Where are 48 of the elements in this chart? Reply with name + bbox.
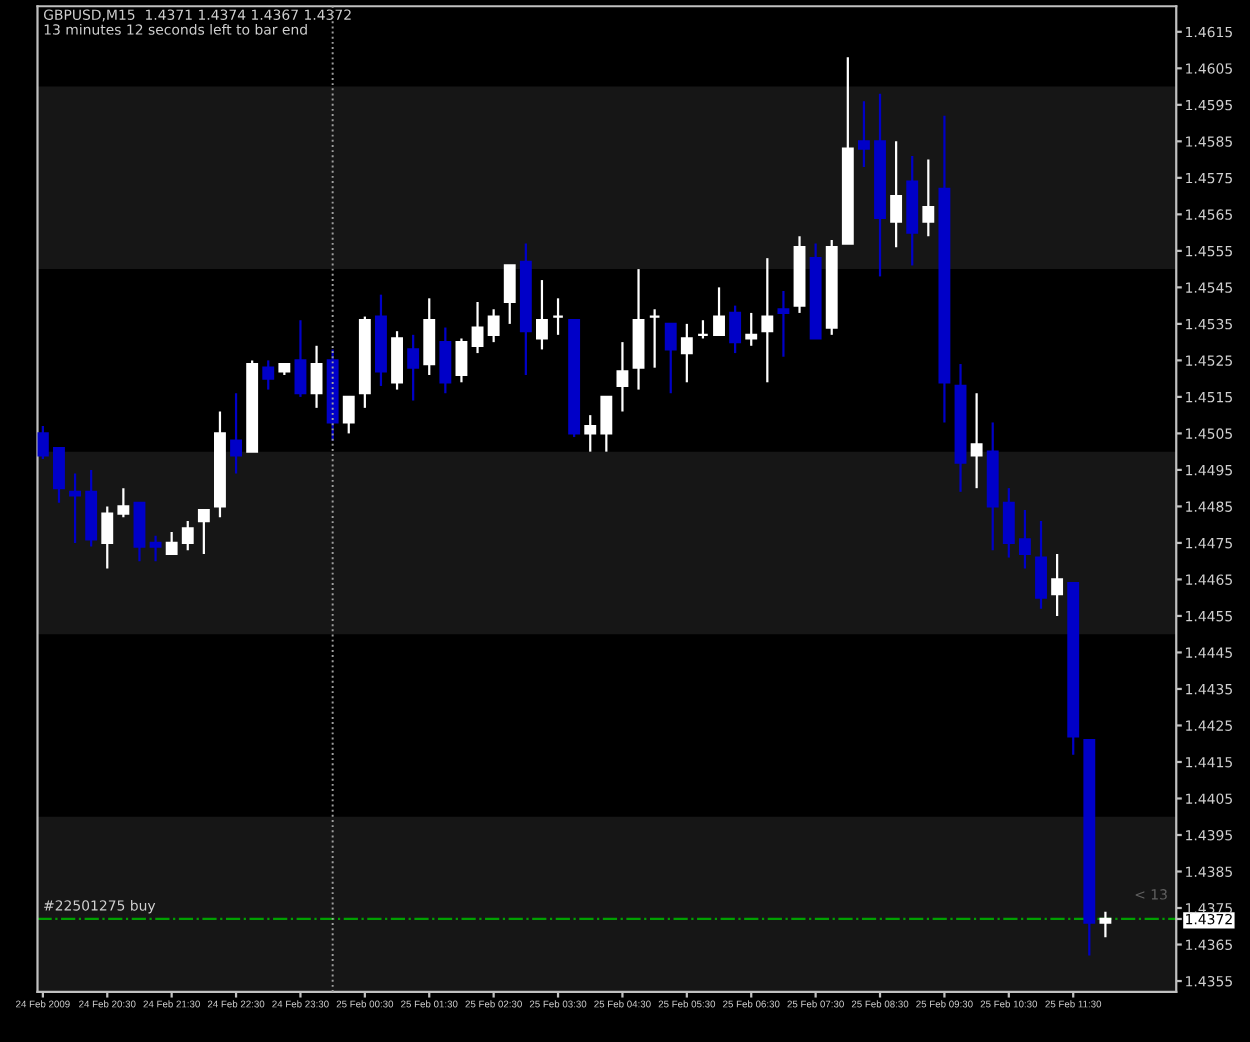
candlestick xyxy=(423,297,436,377)
candlestick xyxy=(632,268,645,391)
candlestick xyxy=(117,487,130,519)
candlestick xyxy=(149,534,162,563)
candlestick xyxy=(487,308,500,344)
candlestick xyxy=(503,264,516,325)
candlestick xyxy=(1035,519,1047,610)
candlestick xyxy=(857,100,870,168)
candlestick xyxy=(648,308,661,369)
candlestick xyxy=(294,319,307,398)
candlestick xyxy=(922,158,935,238)
candlestick xyxy=(455,337,468,384)
candlestick xyxy=(69,472,81,545)
candlestick xyxy=(777,289,790,358)
candlestick xyxy=(439,326,452,395)
candlestick xyxy=(342,395,355,435)
candlestick xyxy=(85,468,98,548)
candlestick xyxy=(970,392,983,490)
candlestick xyxy=(1002,487,1015,559)
candlestick xyxy=(37,424,49,461)
candlestick xyxy=(745,311,758,347)
candlestick xyxy=(133,501,146,563)
candlestick xyxy=(101,505,114,570)
candlestick xyxy=(584,414,597,453)
candlestick xyxy=(664,322,677,395)
candlestick xyxy=(600,395,613,453)
candlestick xyxy=(471,300,484,355)
candlestick xyxy=(407,333,420,402)
candlestick xyxy=(181,519,194,552)
candlestick xyxy=(165,530,178,555)
candlestick xyxy=(696,319,709,340)
candlestick xyxy=(729,304,742,355)
candlestick xyxy=(230,392,242,475)
candlestick xyxy=(391,330,403,391)
candlestick xyxy=(713,286,725,336)
candlestick xyxy=(536,278,548,351)
candlestick xyxy=(310,344,323,409)
candlestick xyxy=(1051,552,1064,618)
candlestick xyxy=(680,322,693,384)
candlestick xyxy=(761,257,774,384)
candlestick xyxy=(1099,910,1112,939)
candlestick xyxy=(53,446,65,504)
candlestick xyxy=(616,341,629,413)
candlestick xyxy=(262,359,275,391)
candlestick xyxy=(197,508,210,555)
candlestick xyxy=(552,297,564,336)
candlestick xyxy=(890,140,903,249)
candlestick xyxy=(1018,508,1031,570)
